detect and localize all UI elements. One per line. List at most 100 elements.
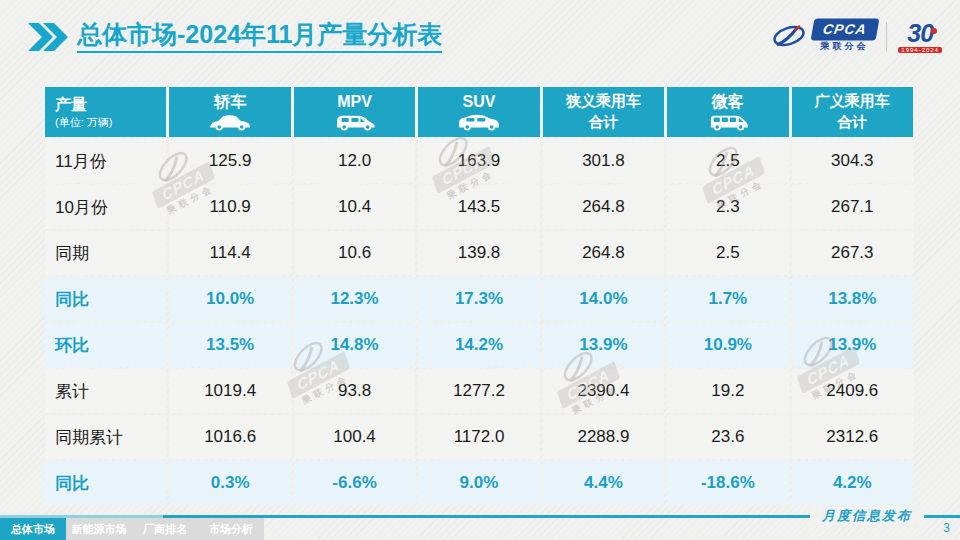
cpca-wordmark: CPCA 乘联分会 bbox=[814, 20, 876, 53]
microvan-icon bbox=[706, 113, 750, 131]
tab-market-analysis[interactable]: 市场分析 bbox=[198, 518, 264, 540]
table-value: 267.3 bbox=[792, 231, 913, 275]
header-production-unit: (单位: 万辆) bbox=[55, 116, 112, 128]
anniversary-number: 30 bbox=[907, 21, 933, 46]
table-value: 1277.2 bbox=[418, 369, 539, 413]
table-value: 4.4% bbox=[543, 461, 664, 505]
table-value: 93.8 bbox=[294, 369, 415, 413]
table-value: 1019.4 bbox=[169, 369, 290, 413]
table-value: 4.2% bbox=[792, 461, 913, 505]
header-mpv-label: MPV bbox=[337, 93, 372, 111]
header-suv-label: SUV bbox=[463, 93, 496, 111]
header-production-label: 产量 bbox=[55, 96, 87, 114]
table-value: 10.0% bbox=[169, 277, 290, 321]
table-value: -18.6% bbox=[667, 461, 788, 505]
row-label: 同比 bbox=[45, 461, 166, 505]
row-label: 10月份 bbox=[45, 185, 166, 229]
row-label: 11月份 bbox=[45, 139, 166, 183]
anniversary-dot-icon bbox=[931, 28, 937, 34]
slide: 总体市场-2024年11月产量分析表 CPCA 乘联分会 30 1994-202… bbox=[0, 0, 960, 540]
table-value: 125.9 bbox=[169, 139, 290, 183]
table-value: 2390.4 bbox=[543, 369, 664, 413]
publication-label: 月度信息发布 bbox=[810, 507, 924, 525]
table-value: 110.9 bbox=[169, 185, 290, 229]
row-label: 同期累计 bbox=[45, 415, 166, 459]
table-value: 14.2% bbox=[418, 323, 539, 367]
header-cell-suv: SUV bbox=[418, 87, 539, 137]
table-value: -6.6% bbox=[294, 461, 415, 505]
tab-nev-market[interactable]: 新能源市场 bbox=[66, 518, 132, 540]
table-value: 12.3% bbox=[294, 277, 415, 321]
table-value: 114.4 bbox=[169, 231, 290, 275]
sedan-icon bbox=[208, 113, 252, 131]
table-value: 0.3% bbox=[169, 461, 290, 505]
row-label: 环比 bbox=[45, 323, 166, 367]
table-value: 139.8 bbox=[418, 231, 539, 275]
cpca-chinese-name: 乘联分会 bbox=[820, 40, 868, 53]
table-value: 100.4 bbox=[294, 415, 415, 459]
table-value: 2.3 bbox=[667, 185, 788, 229]
table-value: 2.5 bbox=[667, 139, 788, 183]
header-cell-production: 产量 (单位: 万辆) bbox=[45, 87, 166, 137]
production-table: 产量 (单位: 万辆) 轿车 MPV SUV 狭义乘用车 合计 微客 广义乘用车… bbox=[45, 87, 913, 505]
page-title-emphasis: 总体市场 bbox=[77, 20, 177, 48]
header-cell-microvan: 微客 bbox=[667, 87, 788, 137]
slide-header: 总体市场-2024年11月产量分析表 CPCA 乘联分会 30 1994-202… bbox=[28, 20, 942, 53]
table-value: 13.5% bbox=[169, 323, 290, 367]
cpca-swoosh-icon bbox=[771, 23, 807, 51]
anniversary-years: 1994-2024 bbox=[898, 47, 942, 53]
table-value: 13.8% bbox=[792, 277, 913, 321]
table-value: 12.0 bbox=[294, 139, 415, 183]
header-sedan-label: 轿车 bbox=[214, 93, 246, 111]
header-cell-mpv: MPV bbox=[294, 87, 415, 137]
table-value: 264.8 bbox=[543, 231, 664, 275]
table-value: 10.4 bbox=[294, 185, 415, 229]
table-value: 2409.6 bbox=[792, 369, 913, 413]
table-value: 2312.6 bbox=[792, 415, 913, 459]
table-value: 1.7% bbox=[667, 277, 788, 321]
table-value: 304.3 bbox=[792, 139, 913, 183]
header-narrow-pv-line2: 合计 bbox=[588, 113, 618, 132]
table-value: 17.3% bbox=[418, 277, 539, 321]
row-label: 同比 bbox=[45, 277, 166, 321]
table-value: 10.6 bbox=[294, 231, 415, 275]
table-value: 267.1 bbox=[792, 185, 913, 229]
table-value: 143.5 bbox=[418, 185, 539, 229]
table-value: 1016.6 bbox=[169, 415, 290, 459]
table-value: 2.5 bbox=[667, 231, 788, 275]
header-broad-pv-line2: 合计 bbox=[837, 113, 867, 132]
header-microvan-label: 微客 bbox=[712, 93, 744, 111]
table-value: 19.2 bbox=[667, 369, 788, 413]
tab-overall-market[interactable]: 总体市场 bbox=[0, 518, 66, 540]
table-value: 9.0% bbox=[418, 461, 539, 505]
table-value: 13.9% bbox=[792, 323, 913, 367]
header-broad-pv-line1: 广义乘用车 bbox=[815, 92, 890, 111]
header-cell-broad-pv-total: 广义乘用车 合计 bbox=[792, 87, 913, 137]
table-value: 301.8 bbox=[543, 139, 664, 183]
row-label: 累计 bbox=[45, 369, 166, 413]
page-title-rest: -2024年11月产量分析表 bbox=[177, 20, 442, 48]
table-value: 2288.9 bbox=[543, 415, 664, 459]
page-number: 3 bbox=[943, 521, 950, 535]
suv-icon bbox=[457, 113, 501, 131]
cpca-logo: CPCA 乘联分会 30 1994-2024 bbox=[771, 20, 942, 53]
double-chevron-icon bbox=[28, 22, 68, 52]
footer-nav-tabs: 总体市场 新能源市场 厂商排名 市场分析 bbox=[0, 518, 264, 540]
cpca-acronym: CPCA bbox=[812, 20, 877, 39]
table-value: 13.9% bbox=[543, 323, 664, 367]
row-label: 同期 bbox=[45, 231, 166, 275]
page-title: 总体市场-2024年11月产量分析表 bbox=[77, 20, 442, 53]
tab-oem-ranking[interactable]: 厂商排名 bbox=[132, 518, 198, 540]
header-cell-sedan: 轿车 bbox=[169, 87, 290, 137]
table-value: 163.9 bbox=[418, 139, 539, 183]
table-value: 23.6 bbox=[667, 415, 788, 459]
table-value: 14.0% bbox=[543, 277, 664, 321]
table-value: 1172.0 bbox=[418, 415, 539, 459]
table-value: 264.8 bbox=[543, 185, 664, 229]
logo-divider bbox=[886, 22, 887, 52]
table-value: 14.8% bbox=[294, 323, 415, 367]
header-cell-narrow-pv-total: 狭义乘用车 合计 bbox=[543, 87, 664, 137]
header-narrow-pv-line1: 狭义乘用车 bbox=[566, 92, 641, 111]
table-value: 10.9% bbox=[667, 323, 788, 367]
anniversary-30-logo: 30 1994-2024 bbox=[898, 21, 942, 53]
